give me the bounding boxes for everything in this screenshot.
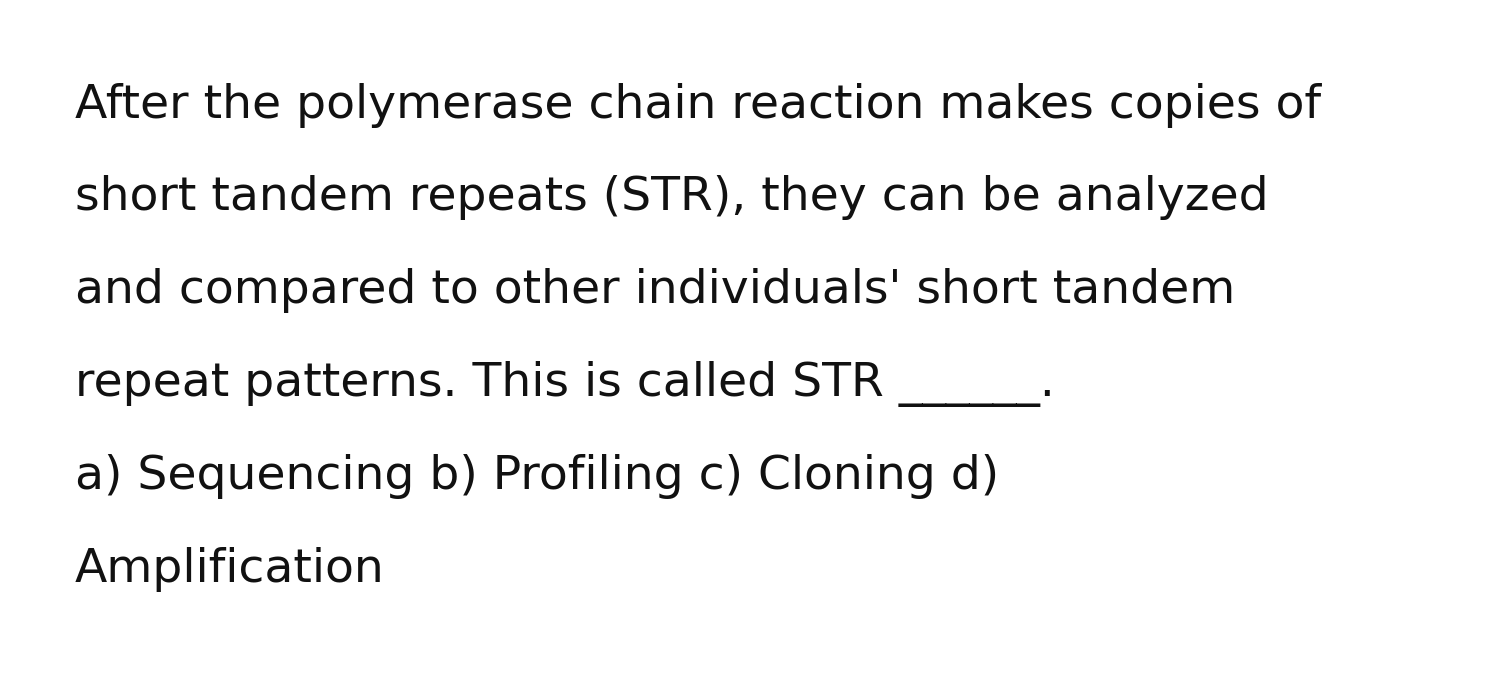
Text: short tandem repeats (STR), they can be analyzed: short tandem repeats (STR), they can be … [75, 175, 1269, 220]
Text: repeat patterns. This is called STR ______.: repeat patterns. This is called STR ____… [75, 361, 1054, 407]
Text: a) Sequencing b) Profiling c) Cloning d): a) Sequencing b) Profiling c) Cloning d) [75, 454, 999, 499]
Text: Amplification: Amplification [75, 547, 384, 592]
Text: and compared to other individuals' short tandem: and compared to other individuals' short… [75, 268, 1236, 313]
Text: After the polymerase chain reaction makes copies of: After the polymerase chain reaction make… [75, 83, 1322, 127]
